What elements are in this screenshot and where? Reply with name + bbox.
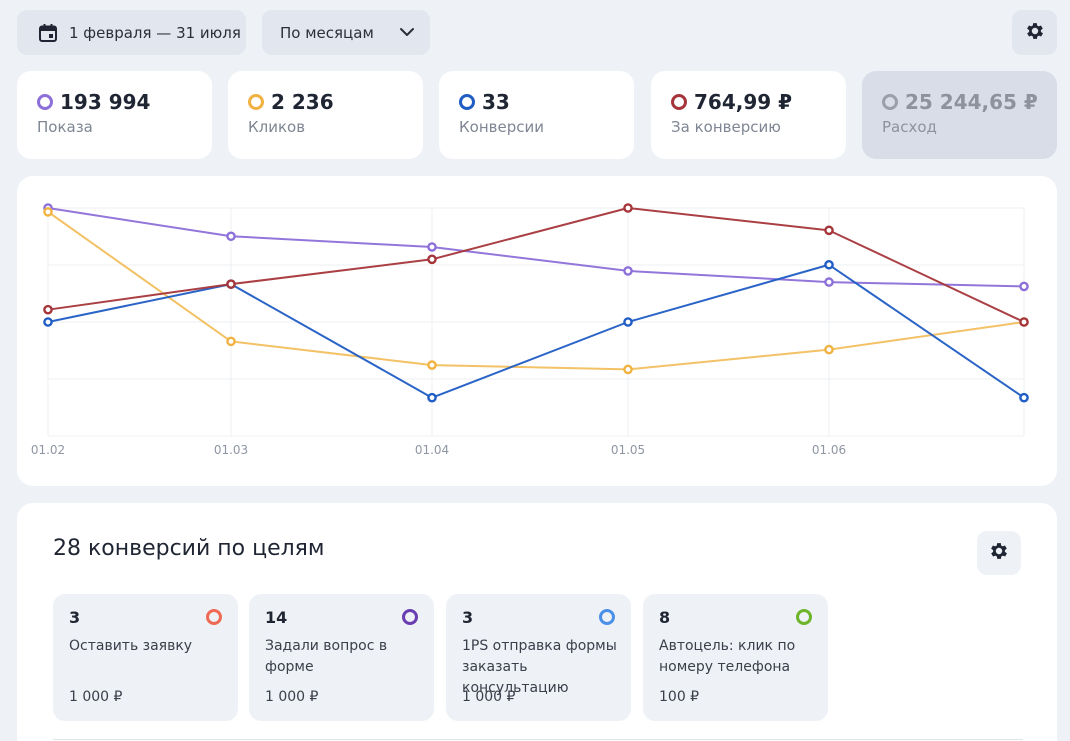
data-point [427,242,437,252]
data-point [427,254,437,265]
data-point [824,225,834,236]
series-line [47,207,1025,288]
goal-count: 3 [69,608,81,627]
data-point [1019,281,1029,292]
goal-card-request[interactable]: 3 Оставить заявку 1 000 ₽ [53,594,238,721]
goal-marker-icon [402,609,418,625]
data-point [226,231,236,242]
data-point [623,266,633,276]
goal-card-consultation[interactable]: 3 1PS отправка формы заказать консультац… [446,594,631,721]
data-point [43,304,53,315]
metric-value: 2 236 [271,90,334,114]
goal-card-phone-click[interactable]: 8 Автоцель: клик по номеру телефона 100 … [643,594,828,721]
series-marker-icon [671,94,687,110]
grouping-label: По месяцам [280,23,374,42]
goal-count: 14 [265,608,288,627]
goal-price: 1 000 ₽ [265,689,319,705]
data-point [427,392,437,403]
data-point [623,203,633,213]
metric-value: 764,99 ₽ [694,90,793,114]
data-point [1019,317,1029,327]
goal-marker-icon [796,609,812,625]
metric-card-cost-per-conversion[interactable]: 764,99 ₽ За конверсию [651,71,846,159]
data-point [226,279,236,289]
metric-value: 193 994 [60,90,151,114]
goal-name: Автоцель: клик по номеру телефона [659,638,796,675]
calendar-icon [38,23,58,43]
series-marker-icon [459,94,475,110]
data-point [43,207,53,217]
goal-name: 1PS отправка формы заказать консультацию [462,638,617,696]
toolbar: 1 февраля — 31 июля По месяцам [0,0,1070,60]
series-marker-icon [882,94,898,110]
metric-card-conversions[interactable]: 33 Конверсии [439,71,634,159]
goal-price: 1 000 ₽ [462,689,516,705]
goals-card: 28 конверсий по целям 3 Оставить заявку … [17,503,1057,741]
data-point [226,336,236,347]
x-tick-label: 01.03 [214,443,248,457]
gear-icon [1024,20,1046,46]
gear-icon [988,540,1010,566]
goal-card-question[interactable]: 14 Задали вопрос в форме 1 000 ₽ [249,594,434,721]
goal-name: Задали вопрос в форме [265,638,388,675]
metric-label: Расход [882,118,937,136]
data-point [1019,392,1029,403]
chart-card: 01.02 01.03 01.04 01.05 01.06 [17,176,1057,486]
metric-label: За конверсию [671,118,781,136]
goal-marker-icon [206,609,222,625]
metric-label: Конверсии [459,118,544,136]
goal-name: Оставить заявку [69,638,193,654]
settings-button[interactable] [1012,10,1057,55]
goals-title: 28 конверсий по целям [53,536,325,561]
data-point [623,317,633,327]
metric-label: Показа [37,118,93,136]
metric-card-spend[interactable]: 25 244,65 ₽ Расход [862,71,1057,159]
series-line [47,211,1025,371]
metric-value: 25 244,65 ₽ [905,90,1038,114]
goal-count: 8 [659,608,671,627]
series-marker-icon [37,94,53,110]
metric-value: 33 [482,90,510,114]
series-marker-icon [248,94,264,110]
data-point [824,259,834,270]
goal-marker-icon [599,609,615,625]
x-tick-label: 01.06 [812,443,846,457]
data-point [427,360,437,370]
grouping-select[interactable]: По месяцам [262,10,430,55]
date-range-label: 1 февраля — 31 июля [69,23,241,42]
divider [53,739,1023,740]
metric-card-impressions[interactable]: 193 994 Показа [17,71,212,159]
data-point [623,364,633,375]
x-tick-label: 01.05 [611,443,645,457]
goal-price: 100 ₽ [659,689,700,705]
chevron-down-icon [398,23,416,41]
goal-count: 3 [462,608,474,627]
data-point [824,344,834,355]
goal-price: 1 000 ₽ [69,689,123,705]
metric-label: Кликов [248,118,306,136]
x-tick-label: 01.04 [415,443,449,457]
series-line [47,263,1025,399]
line-chart: 01.02 01.03 01.04 01.05 01.06 [31,203,1029,457]
series-line [47,207,1025,323]
x-tick-label: 01.02 [31,443,65,457]
date-range-button[interactable]: 1 февраля — 31 июля [17,10,246,55]
goals-settings-button[interactable] [977,531,1021,575]
data-point [43,317,53,327]
metric-card-clicks[interactable]: 2 236 Кликов [228,71,423,159]
data-point [824,277,834,287]
